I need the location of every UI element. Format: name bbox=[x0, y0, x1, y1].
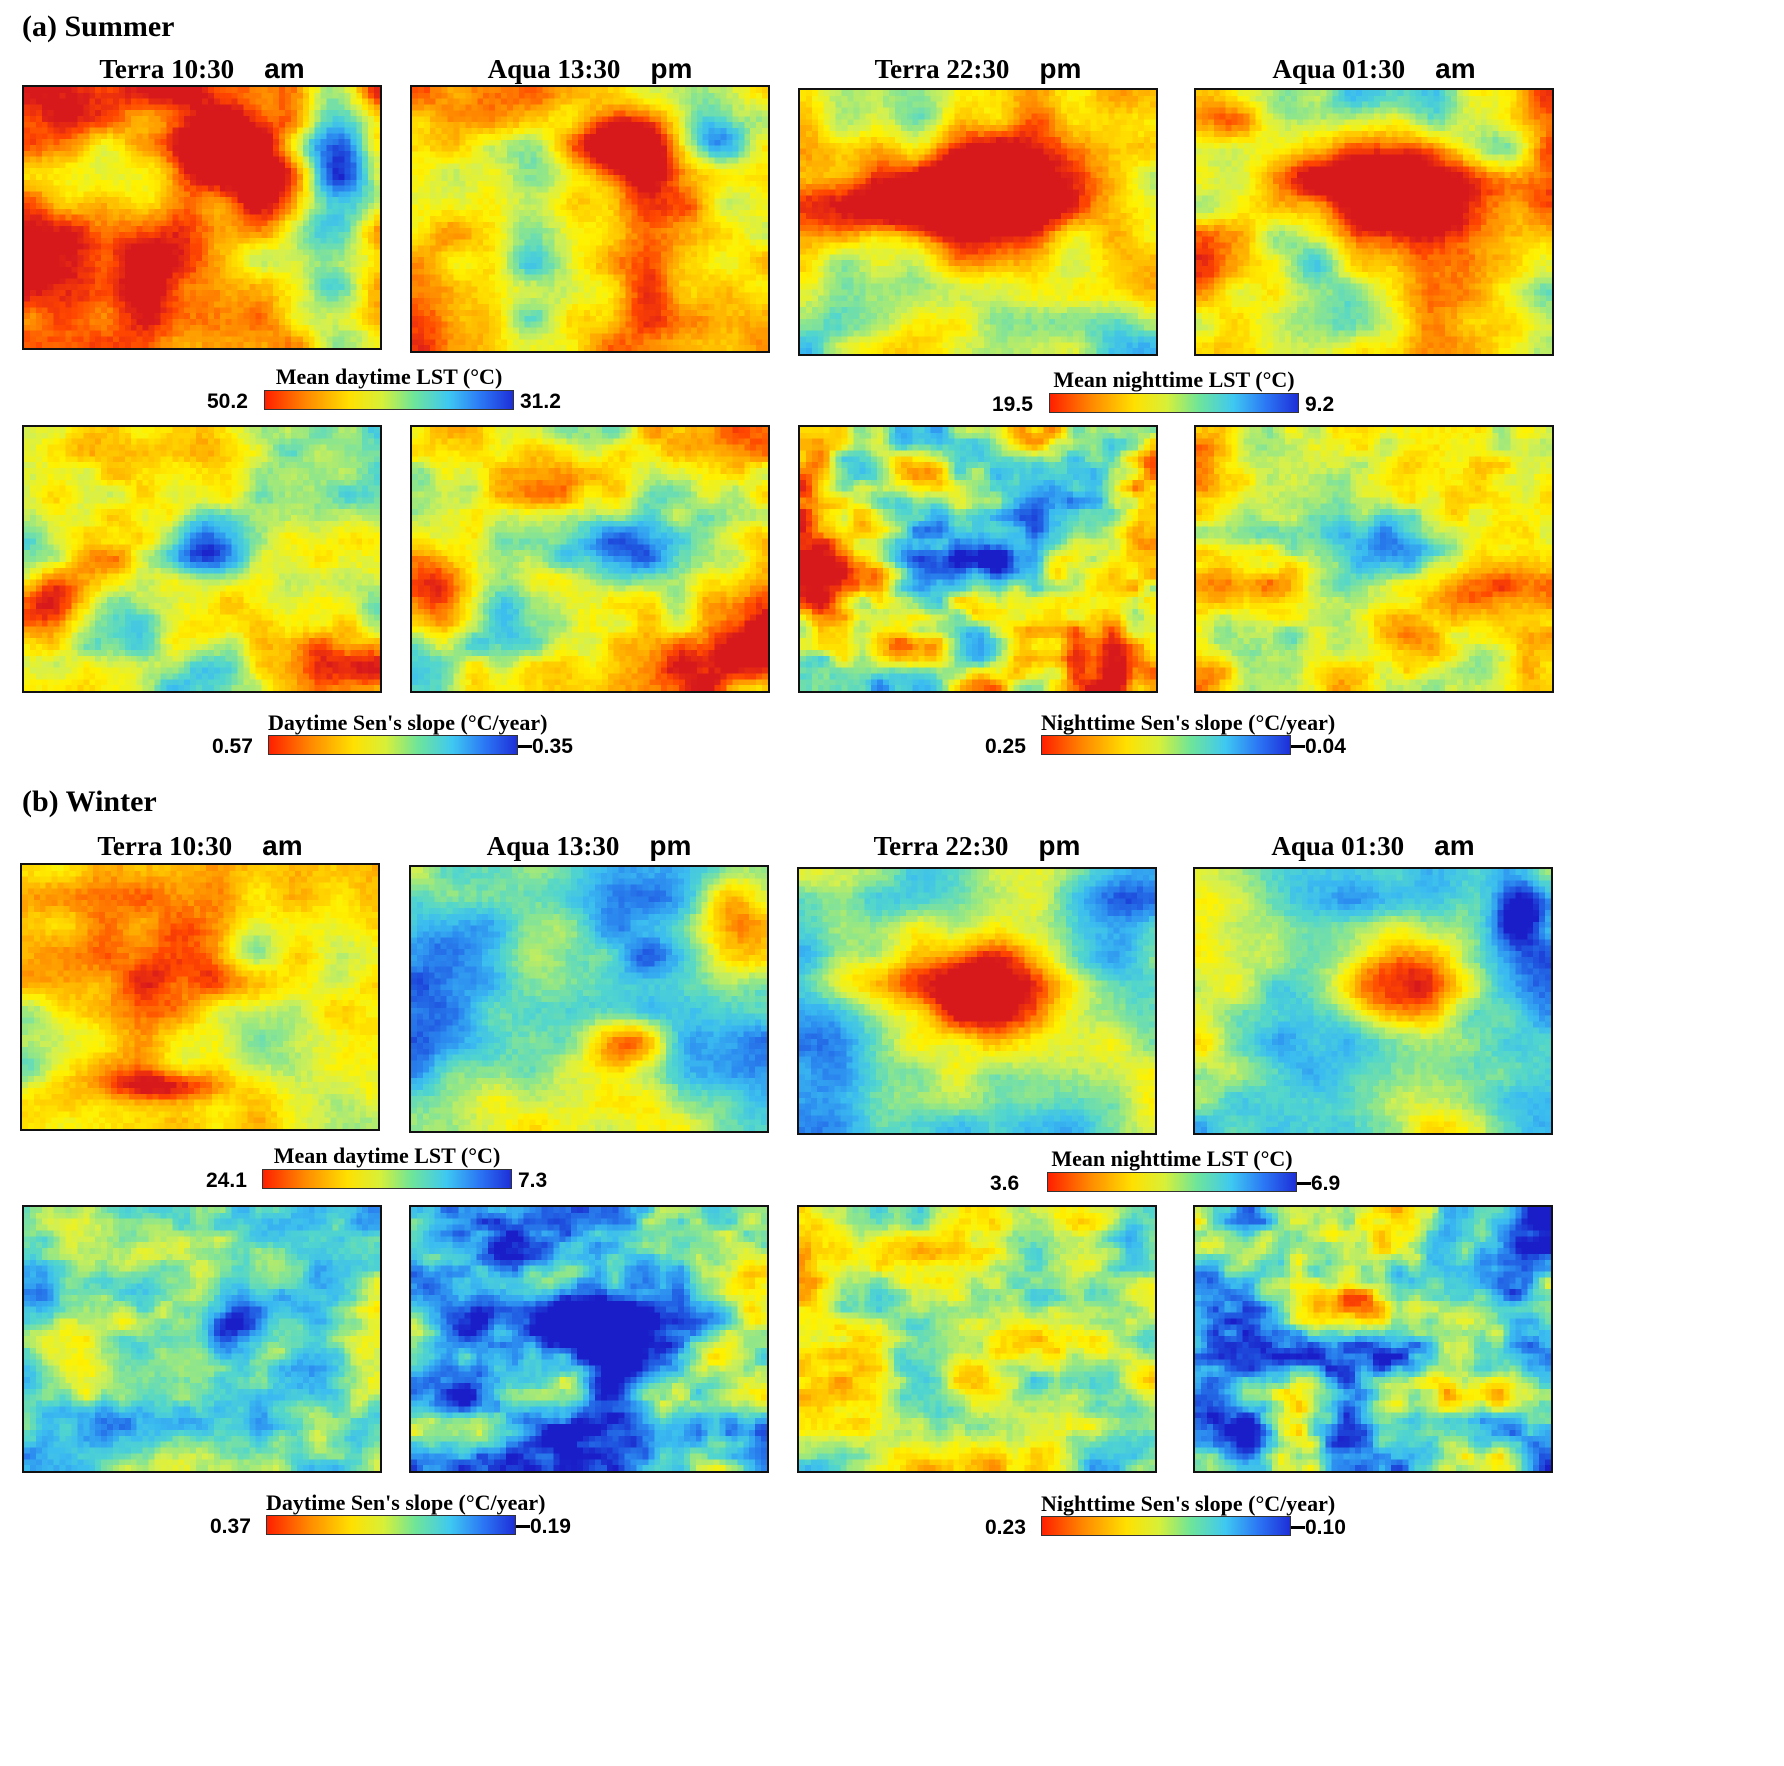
sensor-label: Aqua 13:30 bbox=[486, 831, 620, 861]
sensor-label: Aqua 13:30 bbox=[487, 54, 621, 84]
colorbar-title-winter-day-slope: Daytime Sen's slope (°C/year) bbox=[266, 1490, 546, 1515]
column-title-summer-terra-am: Terra 10:30 am bbox=[22, 45, 382, 85]
colorbar-title-summer-night-lst: Mean nighttime LST (°C) bbox=[1053, 367, 1295, 392]
column-title-winter-aqua-am: Aqua 01:30 am bbox=[1193, 822, 1553, 862]
column-title-winter-aqua-pm: Aqua 13:30 pm bbox=[409, 822, 769, 862]
sensor-label: Terra 22:30 bbox=[874, 54, 1010, 84]
column-title-winter-terra-pm: Terra 22:30 pm bbox=[797, 822, 1157, 862]
sensor-label: Aqua 01:30 bbox=[1271, 831, 1405, 861]
colorbar-max-label: 24.1 bbox=[206, 1169, 247, 1192]
colorbar-min-label: 9.2 bbox=[1305, 393, 1335, 416]
ampm-label: pm bbox=[650, 53, 693, 84]
heatmap-canvas bbox=[24, 87, 380, 348]
map-winter-aqua-night-lst bbox=[1193, 867, 1553, 1135]
map-summer-aqua-night-lst bbox=[1194, 88, 1554, 356]
heatmap-canvas bbox=[411, 1207, 767, 1471]
column-title-summer-aqua-am: Aqua 01:30 am bbox=[1194, 45, 1554, 85]
heatmap-canvas bbox=[1195, 1207, 1551, 1471]
map-winter-terra-day-slope bbox=[22, 1205, 382, 1473]
colorbar-summer-day-slope bbox=[268, 735, 518, 755]
colorbar-title-winter-night-slope: Nighttime Sen's slope (°C/year) bbox=[1041, 1491, 1336, 1516]
column-title-summer-terra-pm: Terra 22:30 pm bbox=[798, 45, 1158, 85]
colorbar-title-summer-day-lst: Mean daytime LST (°C) bbox=[275, 364, 503, 389]
colorbar-summer-night-lst bbox=[1049, 393, 1299, 413]
heatmap-canvas bbox=[22, 865, 378, 1129]
map-winter-aqua-night-slope bbox=[1193, 1205, 1553, 1473]
ampm-label: pm bbox=[649, 830, 692, 861]
colorbar-min-label: 0.19 bbox=[530, 1515, 571, 1538]
colorbar-winter-night-slope bbox=[1041, 1516, 1291, 1536]
map-summer-aqua-night-slope bbox=[1194, 425, 1554, 693]
colorbar-max-label: 3.6 bbox=[990, 1172, 1020, 1195]
map-summer-terra-night-slope bbox=[798, 425, 1158, 693]
colorbar-max-label: 0.37 bbox=[210, 1515, 251, 1538]
colorbar-winter-night-lst bbox=[1047, 1172, 1297, 1192]
map-winter-aqua-day-slope bbox=[409, 1205, 769, 1473]
map-summer-terra-night-lst bbox=[798, 88, 1158, 356]
colorbar-min-label: 7.3 bbox=[518, 1169, 548, 1192]
colorbar-tick-mark bbox=[518, 745, 532, 748]
colorbar-max-label: 0.25 bbox=[985, 735, 1026, 758]
colorbar-min-label: 6.9 bbox=[1311, 1172, 1341, 1195]
heatmap-canvas bbox=[799, 1207, 1155, 1471]
colorbar-max-label: 50.2 bbox=[207, 390, 248, 413]
colorbar-max-label: 19.5 bbox=[992, 393, 1033, 416]
heatmap-canvas bbox=[799, 869, 1155, 1133]
ampm-label: am bbox=[1434, 830, 1475, 861]
colorbar-title-summer-night-slope: Nighttime Sen's slope (°C/year) bbox=[1041, 710, 1336, 735]
colorbar-min-label: 0.04 bbox=[1305, 735, 1346, 758]
colorbar-tick-mark bbox=[516, 1525, 530, 1528]
colorbar-max-label: 0.57 bbox=[212, 735, 253, 758]
ampm-label: am bbox=[264, 53, 305, 84]
colorbar-min-label: 0.10 bbox=[1305, 1516, 1346, 1539]
heatmap-canvas bbox=[1196, 427, 1552, 691]
map-winter-terra-night-slope bbox=[797, 1205, 1157, 1473]
column-title-winter-terra-am: Terra 10:30 am bbox=[20, 822, 380, 862]
colorbar-tick-mark bbox=[1297, 1182, 1311, 1185]
section-title-summer: (a) Summer bbox=[22, 10, 175, 43]
colorbar-summer-day-lst bbox=[264, 390, 514, 410]
colorbar-tick-mark bbox=[1291, 745, 1305, 748]
map-winter-aqua-day-lst bbox=[409, 865, 769, 1133]
map-winter-terra-day-lst bbox=[20, 863, 380, 1131]
colorbar-min-label: 31.2 bbox=[520, 390, 561, 413]
map-summer-terra-day-lst bbox=[22, 85, 382, 350]
colorbar-tick-mark bbox=[1291, 1526, 1305, 1529]
colorbar-winter-day-lst bbox=[262, 1169, 512, 1189]
colorbar-title-winter-day-lst: Mean daytime LST (°C) bbox=[273, 1143, 501, 1168]
colorbar-max-label: 0.23 bbox=[985, 1516, 1026, 1539]
sensor-label: Aqua 01:30 bbox=[1272, 54, 1406, 84]
heatmap-canvas bbox=[412, 427, 768, 691]
sensor-label: Terra 10:30 bbox=[97, 831, 233, 861]
heatmap-canvas bbox=[24, 427, 380, 691]
heatmap-canvas bbox=[1195, 869, 1551, 1133]
map-summer-aqua-day-slope bbox=[410, 425, 770, 693]
ampm-label: am bbox=[1435, 53, 1476, 84]
heatmap-canvas bbox=[800, 427, 1156, 691]
heatmap-canvas bbox=[1196, 90, 1552, 354]
heatmap-canvas bbox=[24, 1207, 380, 1471]
heatmap-canvas bbox=[411, 867, 767, 1131]
colorbar-title-summer-day-slope: Daytime Sen's slope (°C/year) bbox=[268, 710, 548, 735]
sensor-label: Terra 22:30 bbox=[873, 831, 1009, 861]
sensor-label: Terra 10:30 bbox=[99, 54, 235, 84]
ampm-label: am bbox=[262, 830, 303, 861]
colorbar-winter-day-slope bbox=[266, 1515, 516, 1535]
heatmap-canvas bbox=[412, 87, 768, 351]
map-winter-terra-night-lst bbox=[797, 867, 1157, 1135]
ampm-label: pm bbox=[1038, 830, 1081, 861]
heatmap-canvas bbox=[800, 90, 1156, 354]
colorbar-title-winter-night-lst: Mean nighttime LST (°C) bbox=[1051, 1146, 1293, 1171]
column-title-summer-aqua-pm: Aqua 13:30 pm bbox=[410, 45, 770, 85]
ampm-label: pm bbox=[1039, 53, 1082, 84]
map-summer-aqua-day-lst bbox=[410, 85, 770, 353]
section-title-winter: (b) Winter bbox=[22, 785, 157, 818]
colorbar-summer-night-slope bbox=[1041, 735, 1291, 755]
map-summer-terra-day-slope bbox=[22, 425, 382, 693]
colorbar-min-label: 0.35 bbox=[532, 735, 573, 758]
